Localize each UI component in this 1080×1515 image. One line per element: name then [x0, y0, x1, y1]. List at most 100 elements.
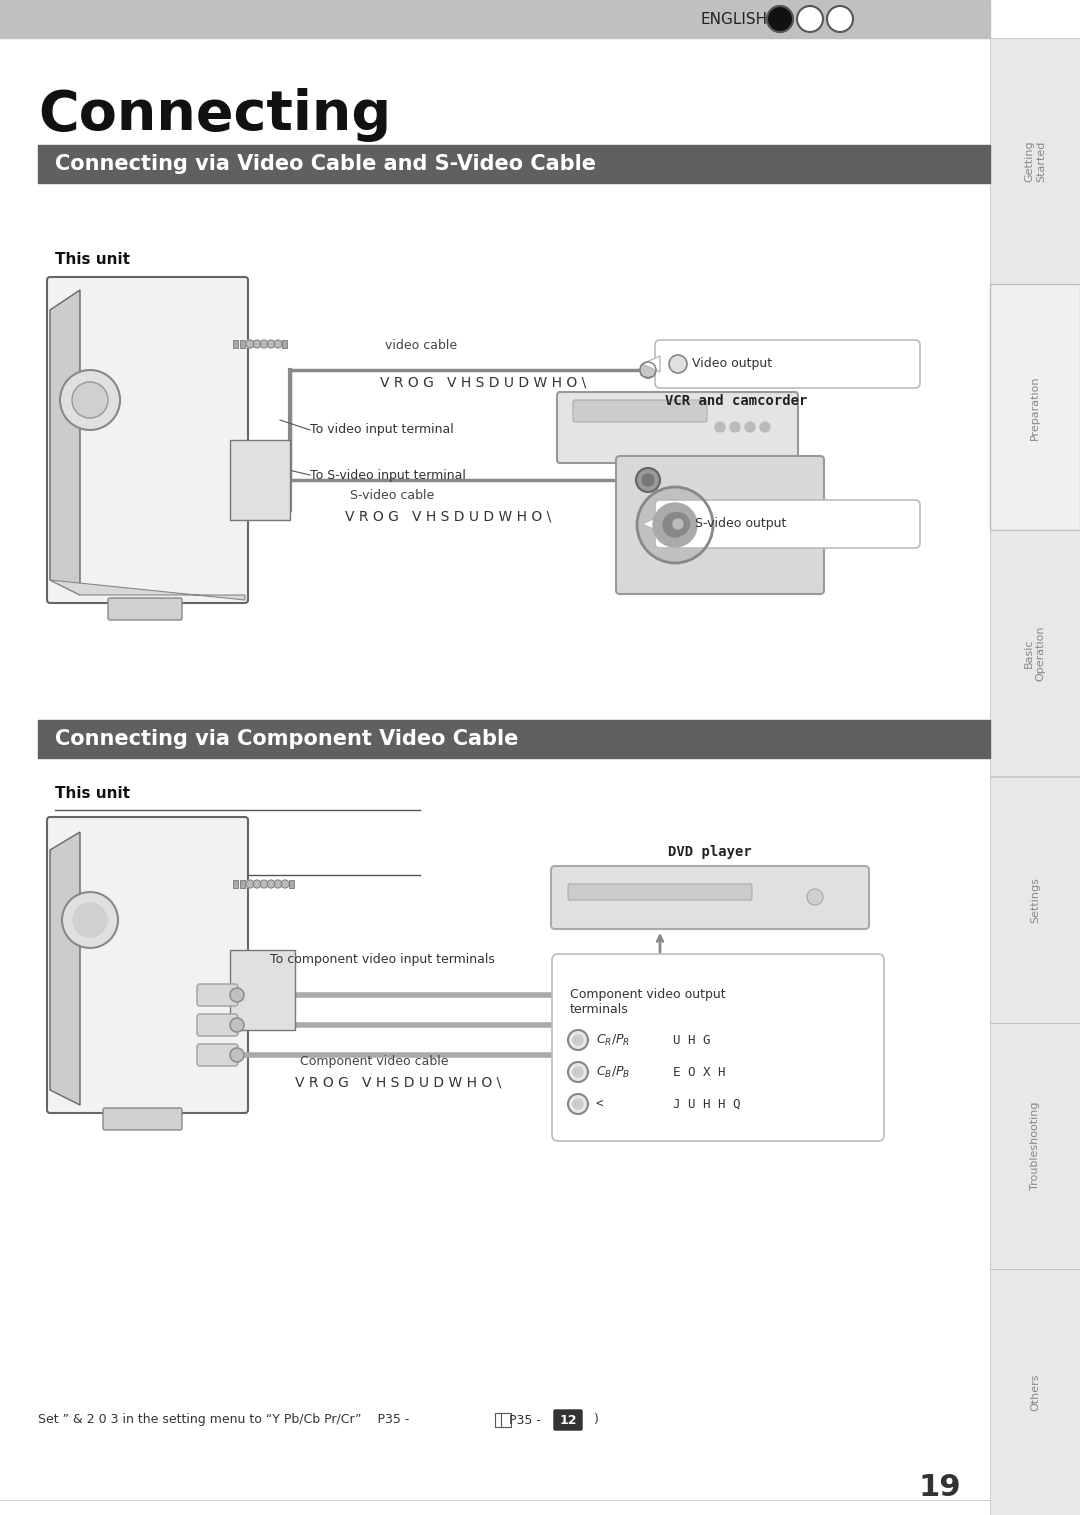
- Text: J U H H Q: J U H H Q: [673, 1097, 741, 1110]
- Circle shape: [636, 468, 660, 492]
- FancyBboxPatch shape: [654, 500, 920, 548]
- Bar: [233, 339, 238, 348]
- Bar: [38, 145, 990, 183]
- Text: Settings: Settings: [1030, 877, 1040, 923]
- FancyBboxPatch shape: [197, 1044, 238, 1067]
- Text: ): ): [590, 1413, 599, 1427]
- Polygon shape: [642, 517, 660, 532]
- Circle shape: [73, 903, 107, 936]
- Circle shape: [663, 514, 687, 536]
- Bar: [240, 339, 245, 348]
- Bar: [640, 365, 675, 376]
- Bar: [501, 1413, 511, 1427]
- Text: This unit: This unit: [55, 253, 130, 268]
- Circle shape: [253, 880, 261, 888]
- FancyBboxPatch shape: [654, 339, 920, 388]
- Bar: [289, 880, 294, 888]
- Text: <: <: [596, 1097, 604, 1110]
- FancyBboxPatch shape: [573, 400, 707, 423]
- Text: ENGLISH: ENGLISH: [700, 12, 767, 27]
- FancyBboxPatch shape: [616, 456, 824, 594]
- Bar: [38, 720, 990, 758]
- Circle shape: [669, 355, 687, 373]
- Text: To video input terminal: To video input terminal: [310, 424, 454, 436]
- Circle shape: [667, 514, 689, 535]
- Text: Basic
Operation: Basic Operation: [1024, 626, 1045, 682]
- Circle shape: [730, 423, 740, 432]
- Text: Connecting: Connecting: [38, 88, 391, 142]
- Circle shape: [573, 1035, 583, 1045]
- Circle shape: [62, 892, 118, 948]
- Circle shape: [807, 889, 823, 904]
- FancyBboxPatch shape: [554, 1410, 582, 1430]
- Bar: [990, 1270, 1080, 1515]
- Text: Getting
Started: Getting Started: [1024, 141, 1045, 182]
- Text: P35 -: P35 -: [509, 1413, 545, 1427]
- FancyBboxPatch shape: [103, 1107, 183, 1130]
- Bar: [990, 285, 1080, 530]
- Text: U H G: U H G: [673, 1033, 711, 1047]
- Circle shape: [673, 520, 683, 529]
- Text: 19: 19: [919, 1474, 961, 1503]
- Text: video cable: video cable: [384, 339, 457, 351]
- Text: DVD player: DVD player: [669, 845, 752, 859]
- Circle shape: [573, 1098, 583, 1109]
- Bar: [990, 530, 1080, 777]
- Text: Set ” & 2 0 3 in the setting menu to “Y Pb/Cb Pr/Cr”    P35 -: Set ” & 2 0 3 in the setting menu to “Y …: [38, 1413, 414, 1427]
- Circle shape: [760, 423, 770, 432]
- Circle shape: [642, 474, 654, 486]
- Circle shape: [274, 339, 282, 348]
- Text: Others: Others: [1030, 1373, 1040, 1410]
- Bar: [0, 0, 990, 38]
- Circle shape: [573, 1067, 583, 1077]
- FancyBboxPatch shape: [48, 817, 248, 1114]
- FancyBboxPatch shape: [557, 392, 798, 464]
- Circle shape: [715, 423, 725, 432]
- Text: Preparation: Preparation: [1030, 376, 1040, 439]
- Circle shape: [568, 1030, 588, 1050]
- Bar: [233, 880, 238, 888]
- Circle shape: [797, 6, 823, 32]
- Circle shape: [230, 1048, 244, 1062]
- Text: V R O G   V H S D U D W H O \: V R O G V H S D U D W H O \: [345, 511, 551, 524]
- Circle shape: [653, 503, 697, 547]
- Text: Component video cable: Component video cable: [300, 1054, 448, 1068]
- Bar: [990, 777, 1080, 1023]
- Text: Connecting via Component Video Cable: Connecting via Component Video Cable: [55, 729, 518, 748]
- Text: S-video cable: S-video cable: [350, 489, 434, 501]
- Text: Troubleshooting: Troubleshooting: [1030, 1101, 1040, 1189]
- Polygon shape: [50, 832, 80, 1104]
- Text: Video output: Video output: [692, 358, 772, 371]
- Bar: [240, 880, 245, 888]
- Text: Connecting via Video Cable and S-Video Cable: Connecting via Video Cable and S-Video C…: [55, 155, 596, 174]
- Polygon shape: [50, 289, 80, 595]
- Circle shape: [246, 880, 254, 888]
- Circle shape: [246, 339, 254, 348]
- Text: V R O G   V H S D U D W H O \: V R O G V H S D U D W H O \: [295, 1076, 501, 1089]
- Bar: [495, 1413, 505, 1427]
- Circle shape: [72, 382, 108, 418]
- FancyBboxPatch shape: [197, 1014, 238, 1036]
- Circle shape: [230, 988, 244, 1001]
- FancyBboxPatch shape: [108, 598, 183, 620]
- Circle shape: [260, 880, 268, 888]
- Bar: [990, 1023, 1080, 1270]
- Circle shape: [568, 1094, 588, 1114]
- Text: VCR and camcorder: VCR and camcorder: [665, 394, 808, 408]
- Circle shape: [637, 486, 713, 564]
- Circle shape: [640, 362, 656, 379]
- Circle shape: [745, 423, 755, 432]
- Text: To S-video input terminal: To S-video input terminal: [310, 468, 465, 482]
- Circle shape: [230, 1018, 244, 1032]
- Circle shape: [60, 370, 120, 430]
- Text: 12: 12: [559, 1413, 577, 1427]
- Bar: [230, 439, 291, 520]
- Circle shape: [274, 880, 282, 888]
- FancyBboxPatch shape: [551, 867, 869, 929]
- Text: To component video input terminals: To component video input terminals: [270, 953, 495, 967]
- Polygon shape: [50, 580, 245, 600]
- Circle shape: [267, 880, 275, 888]
- Bar: [230, 950, 295, 1030]
- Circle shape: [281, 880, 289, 888]
- Polygon shape: [642, 356, 660, 373]
